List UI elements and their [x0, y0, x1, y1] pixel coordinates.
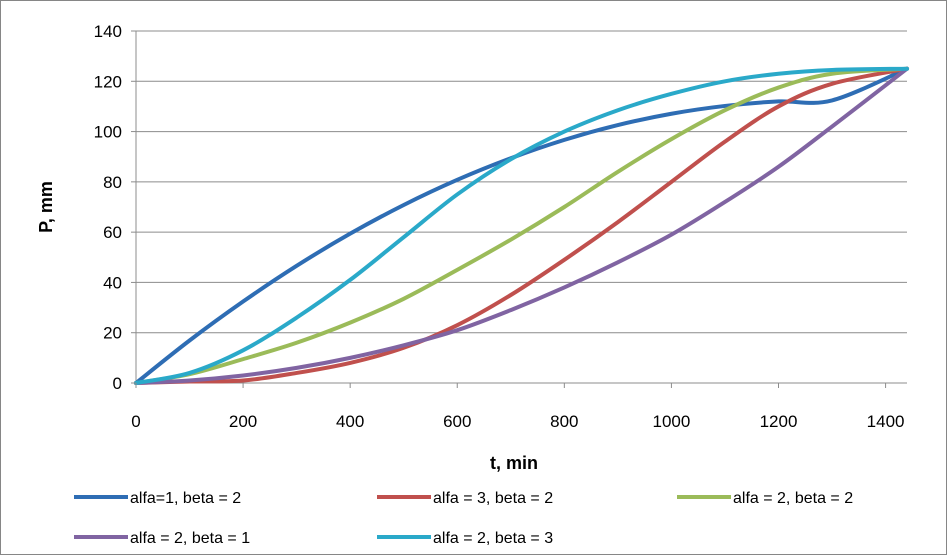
x-tick-label: 400 [336, 412, 364, 431]
legend-label-1: alfa=1, beta = 2 [130, 490, 241, 507]
series-layer [134, 66, 909, 385]
x-axis-title: t, min [490, 453, 538, 473]
y-tick-label: 60 [103, 223, 122, 242]
x-tick-label: 0 [131, 412, 140, 431]
x-tick-label: 600 [443, 412, 471, 431]
series-line-1 [134, 66, 909, 385]
y-axis-title: P, mm [36, 181, 56, 233]
series-line-4 [134, 66, 909, 385]
series-line-2 [134, 66, 909, 385]
series-line-3 [134, 66, 909, 385]
x-tick-label: 200 [229, 412, 257, 431]
y-tick-label: 80 [103, 173, 122, 192]
legend: alfa=1, beta = 2 alfa = 3, beta = 2 alfa =… [74, 490, 853, 547]
legend-label-5: alfa = 2, beta = 3 [433, 530, 553, 547]
y-tick-label: 140 [94, 22, 122, 41]
series-line-5 [134, 66, 909, 385]
x-tick-label: 1400 [867, 412, 905, 431]
x-tick-label: 1000 [653, 412, 691, 431]
legend-label-4: alfa = 2, beta = 1 [130, 530, 250, 547]
y-tick-label: 40 [103, 273, 122, 292]
y-tick-label: 20 [103, 324, 122, 343]
legend-label-3: alfa = 2, beta = 2 [733, 490, 853, 507]
y-tick-label: 120 [94, 72, 122, 91]
legend-label-2: alfa = 3, beta = 2 [433, 490, 553, 507]
x-tick-label: 1200 [760, 412, 798, 431]
x-tick-label: 800 [550, 412, 578, 431]
y-tick-label: 0 [113, 374, 122, 393]
y-tick-label: 100 [94, 123, 122, 142]
